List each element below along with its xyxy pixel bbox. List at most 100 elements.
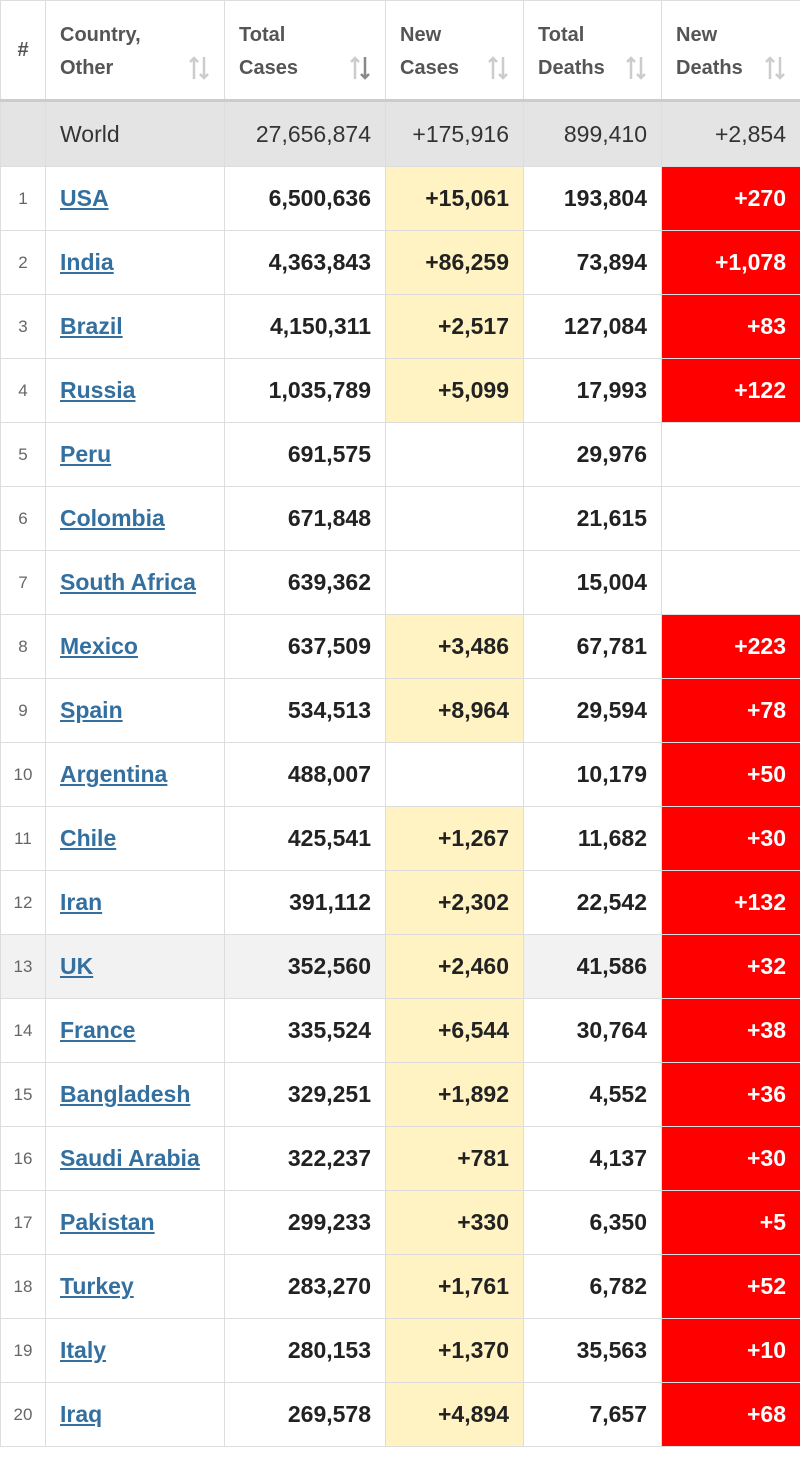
country-cell: Turkey — [45, 1254, 225, 1319]
new-cases: +86,259 — [385, 230, 524, 295]
number-cell: +2,854 — [661, 100, 800, 167]
number-cell: 899,410 — [523, 100, 662, 167]
country-row: 6 Colombia 671,848 21,615 — [0, 486, 800, 551]
new-deaths — [661, 422, 800, 487]
country-row: 18 Turkey 283,270 +1,761 6,782 +52 — [0, 1254, 800, 1319]
country-cell: Bangladesh — [45, 1062, 225, 1127]
country-cell: Chile — [45, 806, 225, 871]
new-deaths: +32 — [661, 934, 800, 999]
header-text: New Deaths — [676, 24, 743, 79]
number-cell: +175,916 — [385, 100, 524, 167]
country-link[interactable]: Spain — [60, 697, 123, 723]
country-link[interactable]: Italy — [60, 1337, 107, 1363]
column-header[interactable]: New Deaths — [661, 0, 800, 102]
table-body: World 27,656,874 +175,916 899,410 +2,854 1 USA… — [0, 100, 800, 1447]
new-deaths: +38 — [661, 998, 800, 1063]
country-link[interactable]: France — [60, 1017, 136, 1043]
number-cell: 27,656,874 — [224, 100, 386, 167]
country-link[interactable]: USA — [60, 185, 109, 211]
new-cases: +1,267 — [385, 806, 524, 871]
country-link[interactable]: Brazil — [60, 313, 123, 339]
total-deaths: 4,552 — [523, 1062, 662, 1127]
new-cases: +4,894 — [385, 1382, 524, 1447]
country-link[interactable]: Mexico — [60, 633, 138, 659]
total-deaths: 29,594 — [523, 678, 662, 743]
country-cell: Spain — [45, 678, 225, 743]
country-link[interactable]: Chile — [60, 825, 117, 851]
rank-cell: 6 — [0, 486, 46, 551]
rank-cell: 12 — [0, 870, 46, 935]
country-cell: South Africa — [45, 550, 225, 615]
column-header[interactable]: New Cases — [385, 0, 524, 102]
new-deaths: +10 — [661, 1318, 800, 1383]
column-header: # — [0, 0, 46, 102]
header-text: New Cases — [400, 24, 459, 79]
sort-icon[interactable] — [349, 55, 373, 81]
header-text: Total Deaths — [538, 24, 605, 79]
country-cell: India — [45, 230, 225, 295]
rank-cell: 19 — [0, 1318, 46, 1383]
country-link[interactable]: Peru — [60, 441, 112, 467]
total-cases: 4,363,843 — [224, 230, 386, 295]
sort-icon[interactable] — [188, 55, 212, 81]
country-link[interactable]: Iran — [60, 889, 103, 915]
column-header[interactable]: Country, Other — [45, 0, 225, 102]
total-cases: 6,500,636 — [224, 166, 386, 231]
country-link[interactable]: South Africa — [60, 569, 196, 595]
total-deaths: 30,764 — [523, 998, 662, 1063]
country-cell: Italy — [45, 1318, 225, 1383]
country-link[interactable]: UK — [60, 953, 94, 979]
country-link[interactable]: Pakistan — [60, 1209, 155, 1235]
rank-cell: 13 — [0, 934, 46, 999]
total-deaths: 29,976 — [523, 422, 662, 487]
sort-icon[interactable] — [764, 55, 788, 81]
country-cell: Mexico — [45, 614, 225, 679]
country-cell: UK — [45, 934, 225, 999]
country-link[interactable]: Iraq — [60, 1401, 103, 1427]
country-cell: Colombia — [45, 486, 225, 551]
country-cell: Pakistan — [45, 1190, 225, 1255]
country-link[interactable]: India — [60, 249, 114, 275]
total-deaths: 21,615 — [523, 486, 662, 551]
country-row: 20 Iraq 269,578 +4,894 7,657 +68 — [0, 1382, 800, 1447]
new-cases: +5,099 — [385, 358, 524, 423]
country-link[interactable]: Colombia — [60, 505, 165, 531]
country-row: 1 USA 6,500,636 +15,061 193,804 +270 — [0, 166, 800, 231]
country-link[interactable]: Saudi Arabia — [60, 1145, 200, 1171]
new-cases: +15,061 — [385, 166, 524, 231]
total-deaths: 41,586 — [523, 934, 662, 999]
rank-cell: 5 — [0, 422, 46, 487]
country-link[interactable]: Argentina — [60, 761, 168, 787]
country-link[interactable]: Russia — [60, 377, 136, 403]
total-cases: 283,270 — [224, 1254, 386, 1319]
column-header[interactable]: Total Deaths — [523, 0, 662, 102]
country-row: 5 Peru 691,575 29,976 — [0, 422, 800, 487]
new-deaths: +68 — [661, 1382, 800, 1447]
sort-icon[interactable] — [487, 55, 511, 81]
header-row: # Country, Other Total Cases New Cases Total… — [0, 0, 800, 102]
country-link[interactable]: Bangladesh — [60, 1081, 191, 1107]
total-cases: 488,007 — [224, 742, 386, 807]
country-link[interactable]: Turkey — [60, 1273, 134, 1299]
total-cases: 637,509 — [224, 614, 386, 679]
total-deaths: 6,782 — [523, 1254, 662, 1319]
rank-cell: 17 — [0, 1190, 46, 1255]
new-deaths: +78 — [661, 678, 800, 743]
total-cases: 4,150,311 — [224, 294, 386, 359]
rank-cell: 7 — [0, 550, 46, 615]
rank-cell: 11 — [0, 806, 46, 871]
total-deaths: 11,682 — [523, 806, 662, 871]
country-row: 13 UK 352,560 +2,460 41,586 +32 — [0, 934, 800, 999]
rank-cell: 15 — [0, 1062, 46, 1127]
header-text: # — [17, 38, 29, 61]
total-deaths: 17,993 — [523, 358, 662, 423]
world-row: World 27,656,874 +175,916 899,410 +2,854 — [0, 100, 800, 167]
column-header[interactable]: Total Cases — [224, 0, 386, 102]
new-deaths: +5 — [661, 1190, 800, 1255]
country-row: 14 France 335,524 +6,544 30,764 +38 — [0, 998, 800, 1063]
total-cases: 335,524 — [224, 998, 386, 1063]
country-cell: Iran — [45, 870, 225, 935]
rank-cell: 9 — [0, 678, 46, 743]
sort-icon[interactable] — [625, 55, 649, 81]
